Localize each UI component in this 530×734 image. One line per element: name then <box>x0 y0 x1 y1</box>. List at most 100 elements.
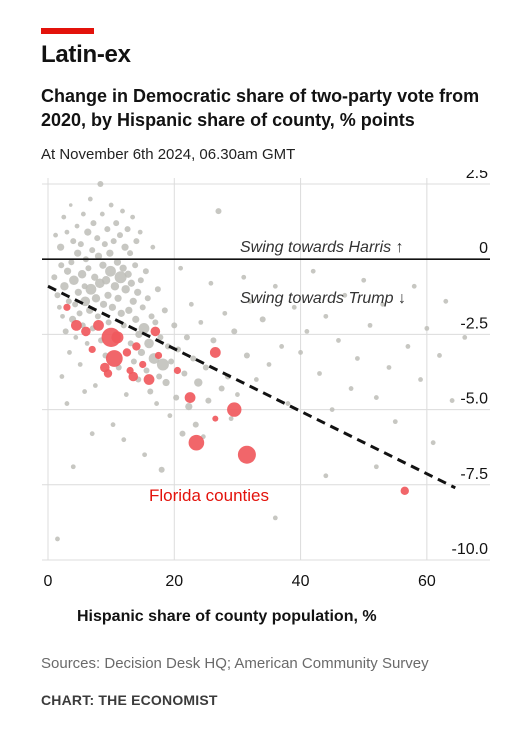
county-point <box>418 377 423 382</box>
county-point <box>310 268 316 274</box>
county-point <box>150 244 156 250</box>
county-point <box>329 407 335 412</box>
county-point <box>69 275 79 286</box>
county-point <box>183 334 190 341</box>
florida-county-point <box>188 434 205 451</box>
county-point <box>253 377 259 382</box>
county-point <box>158 466 165 473</box>
county-point <box>323 473 329 479</box>
county-point <box>110 238 117 245</box>
florida-county-point <box>126 366 134 375</box>
county-point <box>405 344 411 349</box>
florida-county-point <box>212 415 219 422</box>
county-point <box>161 307 168 314</box>
timestamp: At November 6th 2024, 06.30am GMT <box>41 146 296 163</box>
y-tick-label: -7.5 <box>460 466 488 483</box>
county-point <box>89 431 95 437</box>
county-point <box>178 265 184 271</box>
county-point <box>76 310 83 317</box>
florida-county-point <box>132 342 141 351</box>
county-point <box>110 422 116 428</box>
county-point <box>85 265 92 272</box>
y-tick-label: -10.0 <box>452 541 489 558</box>
florida-county-point <box>227 402 242 417</box>
county-point <box>134 288 142 296</box>
county-point <box>143 367 150 374</box>
county-point <box>148 313 155 320</box>
county-point <box>139 304 146 311</box>
county-point <box>73 335 79 340</box>
county-point <box>137 348 146 357</box>
county-point <box>342 292 348 298</box>
county-point <box>104 291 112 299</box>
county-point <box>121 285 130 294</box>
county-point <box>91 294 101 303</box>
annotation-swing-trump: Swing towards Trump ↓ <box>240 290 406 307</box>
county-point <box>68 259 75 266</box>
florida-county-point <box>184 392 196 403</box>
county-point <box>85 283 97 295</box>
county-point <box>198 319 204 325</box>
chart-credit: CHART: THE ECONOMIST <box>41 692 218 708</box>
county-point <box>243 352 250 359</box>
county-point <box>123 392 129 397</box>
county-point <box>110 282 120 291</box>
county-point <box>84 228 92 236</box>
county-point <box>114 294 122 302</box>
county-point <box>192 421 199 428</box>
county-point <box>68 203 73 207</box>
county-point <box>449 398 455 403</box>
county-point <box>55 536 60 542</box>
y-tick-label: 2.5 <box>466 170 488 182</box>
county-point <box>130 358 137 365</box>
county-point <box>104 226 111 233</box>
florida-counties-points <box>63 303 409 496</box>
florida-county-point <box>122 348 132 357</box>
county-point <box>218 385 225 392</box>
county-point <box>53 232 58 238</box>
county-point <box>116 232 123 239</box>
scatter-chart: 0 20 40 60 2.5 0 -2.5 -5.0 -7.5 -10.0 Swing towa… <box>42 170 490 590</box>
county-point <box>132 262 139 269</box>
county-point <box>424 325 430 331</box>
county-point <box>298 350 303 355</box>
county-point <box>173 394 180 401</box>
accent-bar <box>41 28 94 34</box>
county-point <box>129 297 137 305</box>
county-point <box>61 214 67 220</box>
florida-county-point <box>105 350 123 367</box>
county-point <box>108 202 114 208</box>
florida-county-point <box>103 369 113 378</box>
county-point <box>215 208 222 215</box>
county-point <box>181 370 188 377</box>
county-point <box>121 437 127 443</box>
county-point <box>94 313 101 320</box>
county-point <box>162 378 170 387</box>
county-point <box>210 337 217 344</box>
county-point <box>60 282 69 291</box>
county-point <box>247 298 253 304</box>
source-note: Sources: Decision Desk HQ; American Comm… <box>41 655 429 672</box>
y-tick-label: -2.5 <box>460 315 488 332</box>
x-tick-label: 20 <box>165 573 183 590</box>
county-point <box>63 267 72 275</box>
county-point <box>77 362 83 367</box>
county-point <box>272 515 278 521</box>
county-point <box>105 265 116 277</box>
florida-county-point <box>173 366 182 375</box>
county-point <box>70 238 77 245</box>
florida-county-point <box>400 486 409 496</box>
county-point <box>188 301 194 307</box>
florida-county-point <box>139 360 147 369</box>
florida-county-point <box>71 319 82 331</box>
county-point <box>194 378 203 387</box>
county-point <box>285 401 291 406</box>
county-point <box>241 274 247 280</box>
county-point <box>179 430 186 437</box>
county-point <box>70 464 76 470</box>
county-point <box>74 288 82 296</box>
county-point <box>336 338 341 343</box>
county-point <box>58 262 65 269</box>
county-point <box>60 313 65 319</box>
county-point <box>152 319 159 326</box>
